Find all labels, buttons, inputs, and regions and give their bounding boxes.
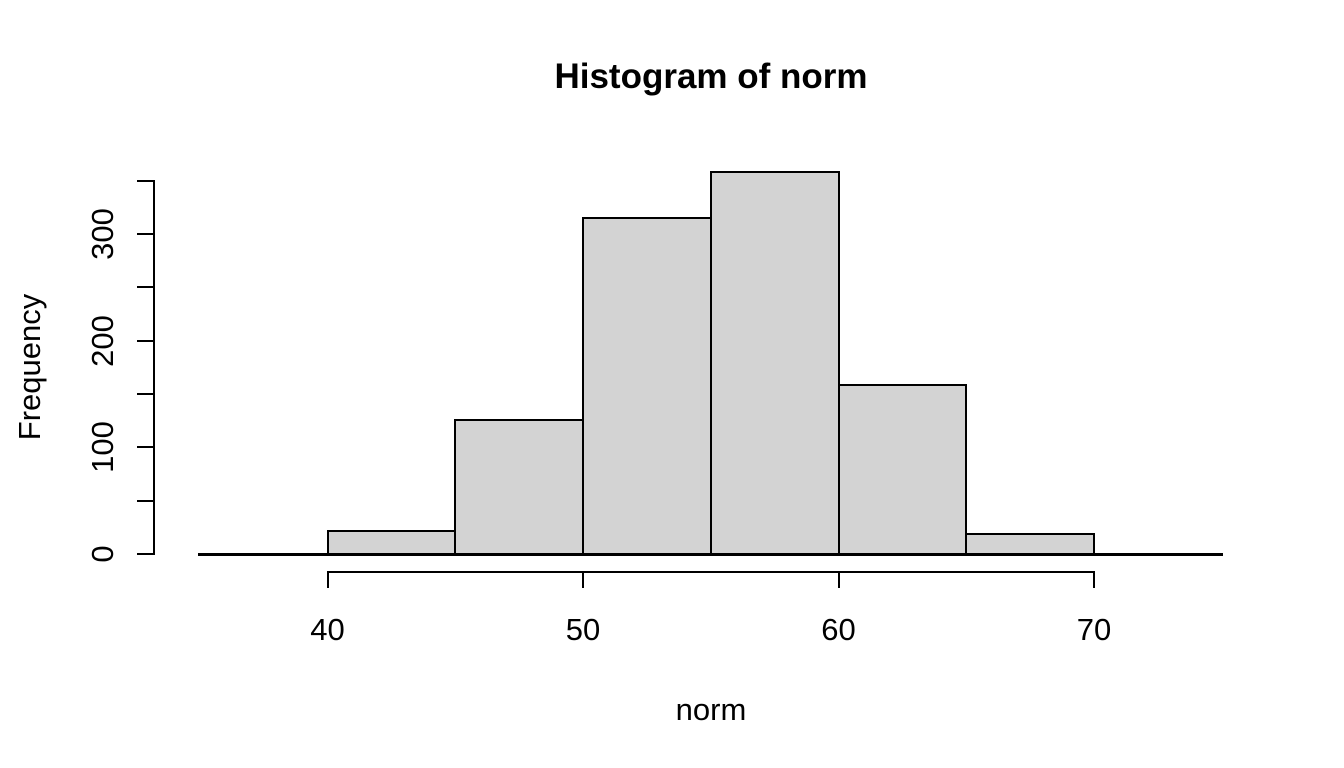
x-axis-tick <box>582 571 584 588</box>
y-axis-tick <box>137 179 154 182</box>
x-tick-label: 60 <box>821 612 856 647</box>
x-tick-label: 40 <box>310 612 345 647</box>
y-tick-label: 0 <box>85 545 120 563</box>
x-axis-tick <box>1093 571 1095 588</box>
x-tick-label: 50 <box>565 612 601 647</box>
histogram-bar <box>709 171 840 556</box>
x-axis-tick <box>837 571 840 588</box>
x-axis-title: norm <box>675 692 747 727</box>
y-axis-tick <box>137 446 154 449</box>
histogram-bar <box>582 217 712 556</box>
y-axis-tick <box>137 393 154 395</box>
y-tick-label: 200 <box>85 314 120 367</box>
zero-baseline <box>198 553 1223 556</box>
y-axis-tick <box>137 233 154 236</box>
y-tick-label: 100 <box>85 421 120 474</box>
histogram-bar <box>837 384 968 556</box>
y-tick-label: 300 <box>85 208 120 260</box>
y-axis-tick <box>137 286 154 289</box>
x-axis-tick <box>326 571 329 588</box>
histogram-bar <box>454 418 584 556</box>
x-axis-line <box>326 571 1095 573</box>
x-tick-label: 70 <box>1076 612 1112 647</box>
y-axis-tick <box>137 553 154 555</box>
y-axis-tick <box>137 499 154 502</box>
chart-title: Histogram of norm <box>554 57 868 96</box>
y-axis-line <box>153 180 155 555</box>
y-axis-tick <box>137 339 154 342</box>
